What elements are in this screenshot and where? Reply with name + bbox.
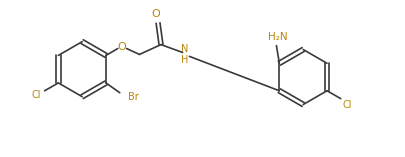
Text: O: O — [117, 42, 126, 52]
Text: Cl: Cl — [31, 90, 40, 100]
Text: H₂N: H₂N — [268, 32, 287, 42]
Text: Cl: Cl — [343, 100, 352, 110]
Text: Br: Br — [128, 92, 139, 102]
Text: N
H: N H — [181, 44, 188, 65]
Text: O: O — [152, 9, 160, 19]
